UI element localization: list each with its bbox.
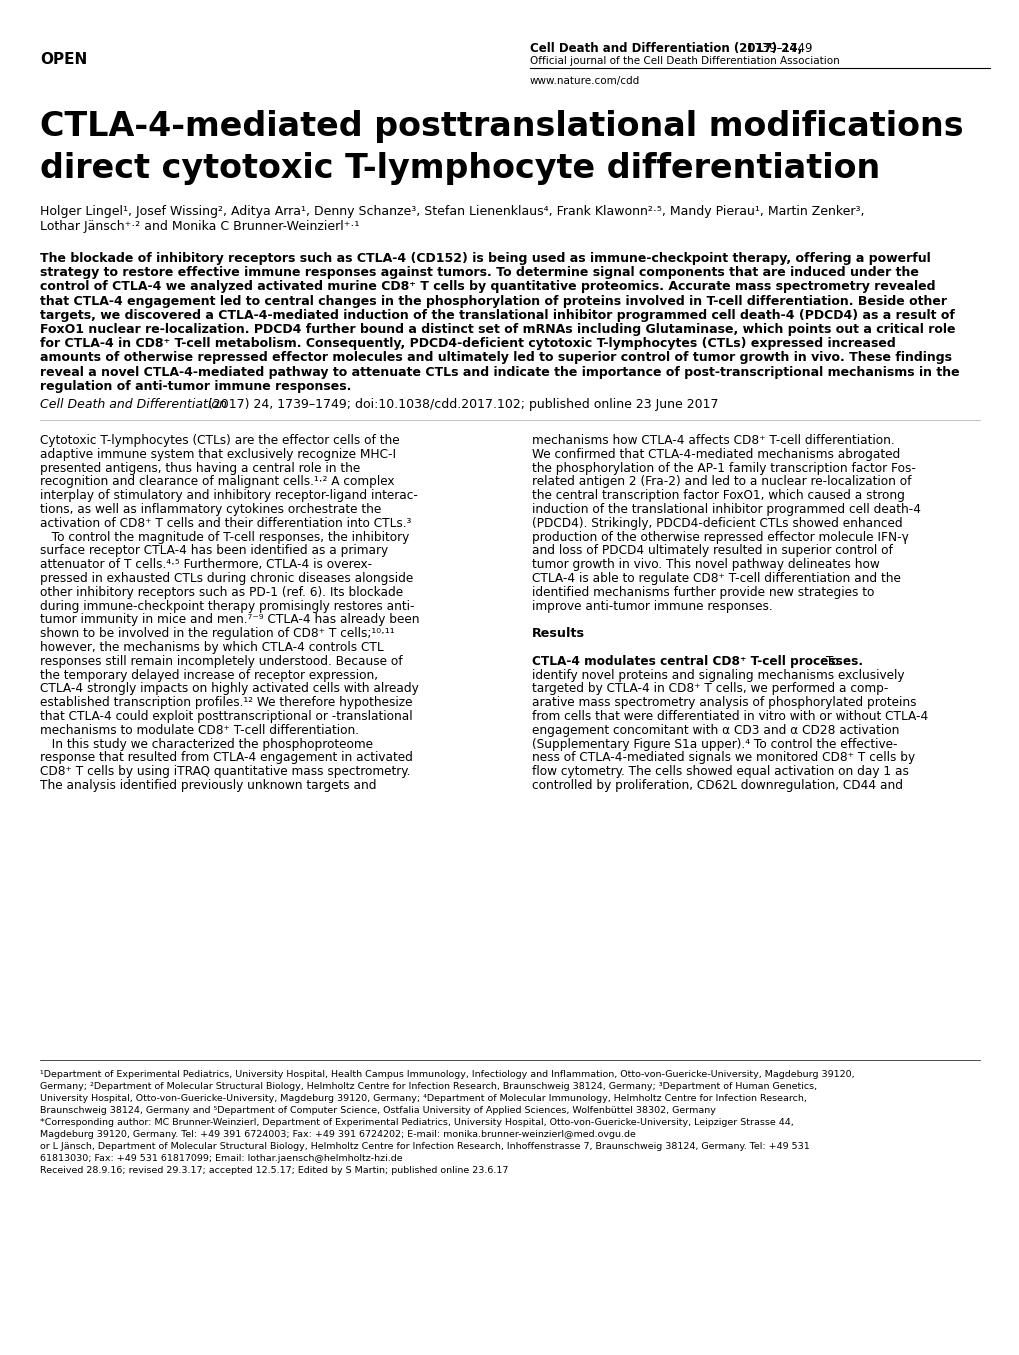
Text: the phosphorylation of the AP-1 family transcription factor Fos-: the phosphorylation of the AP-1 family t…: [532, 462, 915, 474]
Text: tions, as well as inflammatory cytokines orchestrate the: tions, as well as inflammatory cytokines…: [40, 503, 381, 516]
Text: In this study we characterized the phosphoproteome: In this study we characterized the phosp…: [40, 737, 373, 751]
Text: amounts of otherwise repressed effector molecules and ultimately led to superior: amounts of otherwise repressed effector …: [40, 351, 951, 364]
Text: Holger Lingel¹, Josef Wissing², Aditya Arra¹, Denny Schanze³, Stefan Lienenklaus: Holger Lingel¹, Josef Wissing², Aditya A…: [40, 205, 864, 218]
Text: CTLA-4-mediated posttranslational modifications: CTLA-4-mediated posttranslational modifi…: [40, 110, 963, 144]
Text: pressed in exhausted CTLs during chronic diseases alongside: pressed in exhausted CTLs during chronic…: [40, 572, 413, 585]
Text: Magdeburg 39120, Germany. Tel: +49 391 6724003; Fax: +49 391 6724202; E-mail: mo: Magdeburg 39120, Germany. Tel: +49 391 6…: [40, 1130, 635, 1140]
Text: arative mass spectrometry analysis of phosphorylated proteins: arative mass spectrometry analysis of ph…: [532, 696, 916, 709]
Text: induction of the translational inhibitor programmed cell death-4: induction of the translational inhibitor…: [532, 503, 920, 516]
Text: that CTLA-4 engagement led to central changes in the phosphorylation of proteins: that CTLA-4 engagement led to central ch…: [40, 294, 946, 308]
Text: Lothar Jänsch⁺‧² and Monika C Brunner-Weinzierl⁺‧¹: Lothar Jänsch⁺‧² and Monika C Brunner-We…: [40, 220, 359, 233]
Text: Results: Results: [532, 627, 585, 640]
Text: www.nature.com/cdd: www.nature.com/cdd: [530, 76, 640, 85]
Text: activation of CD8⁺ T cells and their differentiation into CTLs.³: activation of CD8⁺ T cells and their dif…: [40, 516, 411, 530]
Text: direct cytotoxic T-lymphocyte differentiation: direct cytotoxic T-lymphocyte differenti…: [40, 152, 879, 186]
Text: attenuator of T cells.⁴⋅⁵ Furthermore, CTLA-4 is overex-: attenuator of T cells.⁴⋅⁵ Furthermore, C…: [40, 558, 372, 572]
Text: responses still remain incompletely understood. Because of: responses still remain incompletely unde…: [40, 654, 403, 668]
Text: shown to be involved in the regulation of CD8⁺ T cells;¹⁰⋅¹¹: shown to be involved in the regulation o…: [40, 627, 394, 640]
Text: Cell Death and Differentiation: Cell Death and Differentiation: [40, 398, 226, 411]
Text: targeted by CTLA-4 in CD8⁺ T cells, we performed a comp-: targeted by CTLA-4 in CD8⁺ T cells, we p…: [532, 683, 888, 695]
Text: *Corresponding author: MC Brunner-Weinzierl, Department of Experimental Pediatri: *Corresponding author: MC Brunner-Weinzi…: [40, 1118, 793, 1127]
Text: production of the otherwise repressed effector molecule IFN-γ: production of the otherwise repressed ef…: [532, 531, 908, 543]
Text: Braunschweig 38124, Germany and ⁵Department of Computer Science, Ostfalia Univer: Braunschweig 38124, Germany and ⁵Departm…: [40, 1106, 715, 1115]
Text: Cell Death and Differentiation (2017) 24,: Cell Death and Differentiation (2017) 24…: [530, 42, 802, 56]
Text: mechanisms how CTLA-4 affects CD8⁺ T-cell differentiation.: mechanisms how CTLA-4 affects CD8⁺ T-cel…: [532, 434, 894, 447]
Text: 61813030; Fax: +49 531 61817099; Email: lothar.jaensch@helmholtz-hzi.de: 61813030; Fax: +49 531 61817099; Email: …: [40, 1154, 403, 1163]
Text: CTLA-4 is able to regulate CD8⁺ T-cell differentiation and the: CTLA-4 is able to regulate CD8⁺ T-cell d…: [532, 572, 900, 585]
Text: the temporary delayed increase of receptor expression,: the temporary delayed increase of recept…: [40, 668, 378, 682]
Text: The blockade of inhibitory receptors such as CTLA-4 (CD152) is being used as imm: The blockade of inhibitory receptors suc…: [40, 252, 930, 266]
Text: identify novel proteins and signaling mechanisms exclusively: identify novel proteins and signaling me…: [532, 668, 904, 682]
Text: that CTLA-4 could exploit posttranscriptional or -translational: that CTLA-4 could exploit posttranscript…: [40, 710, 413, 724]
Text: or L Jänsch, Department of Molecular Structural Biology, Helmholtz Centre for In: or L Jänsch, Department of Molecular Str…: [40, 1142, 809, 1150]
Text: ness of CTLA-4-mediated signals we monitored CD8⁺ T cells by: ness of CTLA-4-mediated signals we monit…: [532, 752, 914, 764]
Text: tumor growth in vivo. This novel pathway delineates how: tumor growth in vivo. This novel pathway…: [532, 558, 878, 572]
Text: (2017) 24, 1739–1749; doi:10.1038/cdd.2017.102; published online 23 June 2017: (2017) 24, 1739–1749; doi:10.1038/cdd.20…: [204, 398, 717, 411]
Text: for CTLA-4 in CD8⁺ T-cell metabolism. Consequently, PDCD4-deficient cytotoxic T-: for CTLA-4 in CD8⁺ T-cell metabolism. Co…: [40, 337, 895, 350]
Text: related antigen 2 (Fra-2) and led to a nuclear re-localization of: related antigen 2 (Fra-2) and led to a n…: [532, 476, 911, 488]
Text: mechanisms to modulate CD8⁺ T-cell differentiation.: mechanisms to modulate CD8⁺ T-cell diffe…: [40, 724, 359, 737]
Text: 1739–1749: 1739–1749: [742, 42, 812, 56]
Text: control of CTLA-4 we analyzed activated murine CD8⁺ T cells by quantitative prot: control of CTLA-4 we analyzed activated …: [40, 280, 934, 294]
Text: interplay of stimulatory and inhibitory receptor-ligand interac-: interplay of stimulatory and inhibitory …: [40, 489, 418, 503]
Text: surface receptor CTLA-4 has been identified as a primary: surface receptor CTLA-4 has been identif…: [40, 545, 388, 557]
Text: flow cytometry. The cells showed equal activation on day 1 as: flow cytometry. The cells showed equal a…: [532, 766, 908, 778]
Text: tumor immunity in mice and men.⁷⁻⁹ CTLA-4 has already been: tumor immunity in mice and men.⁷⁻⁹ CTLA-…: [40, 614, 419, 626]
Text: established transcription profiles.¹² We therefore hypothesize: established transcription profiles.¹² We…: [40, 696, 412, 709]
Text: FoxO1 nuclear re-localization. PDCD4 further bound a distinct set of mRNAs inclu: FoxO1 nuclear re-localization. PDCD4 fur…: [40, 322, 955, 336]
Text: Germany; ²Department of Molecular Structural Biology, Helmholtz Centre for Infec: Germany; ²Department of Molecular Struct…: [40, 1083, 816, 1091]
Text: from cells that were differentiated in vitro with or without CTLA-4: from cells that were differentiated in v…: [532, 710, 927, 724]
Text: reveal a novel CTLA-4-mediated pathway to attenuate CTLs and indicate the import: reveal a novel CTLA-4-mediated pathway t…: [40, 366, 959, 378]
Text: Official journal of the Cell Death Differentiation Association: Official journal of the Cell Death Diffe…: [530, 56, 839, 66]
Text: the central transcription factor FoxO1, which caused a strong: the central transcription factor FoxO1, …: [532, 489, 904, 503]
Text: during immune-checkpoint therapy promisingly restores anti-: during immune-checkpoint therapy promisi…: [40, 600, 414, 612]
Text: The analysis identified previously unknown targets and: The analysis identified previously unkno…: [40, 779, 376, 793]
Text: and loss of PDCD4 ultimately resulted in superior control of: and loss of PDCD4 ultimately resulted in…: [532, 545, 892, 557]
Text: regulation of anti-tumor immune responses.: regulation of anti-tumor immune response…: [40, 379, 351, 393]
Text: recognition and clearance of malignant cells.¹⋅² A complex: recognition and clearance of malignant c…: [40, 476, 394, 488]
Text: (Supplementary Figure S1a upper).⁴ To control the effective-: (Supplementary Figure S1a upper).⁴ To co…: [532, 737, 897, 751]
Text: identified mechanisms further provide new strategies to: identified mechanisms further provide ne…: [532, 585, 873, 599]
Text: Received 28.9.16; revised 29.3.17; accepted 12.5.17; Edited by S Martin; publish: Received 28.9.16; revised 29.3.17; accep…: [40, 1167, 507, 1175]
Text: ¹Department of Experimental Pediatrics, University Hospital, Health Campus Immun: ¹Department of Experimental Pediatrics, …: [40, 1070, 854, 1079]
Text: OPEN: OPEN: [40, 51, 88, 66]
Text: To: To: [821, 654, 838, 668]
Text: improve anti-tumor immune responses.: improve anti-tumor immune responses.: [532, 600, 771, 612]
Text: presented antigens, thus having a central role in the: presented antigens, thus having a centra…: [40, 462, 360, 474]
Text: targets, we discovered a CTLA-4-mediated induction of the translational inhibito: targets, we discovered a CTLA-4-mediated…: [40, 309, 954, 321]
Text: CTLA-4 strongly impacts on highly activated cells with already: CTLA-4 strongly impacts on highly activa…: [40, 683, 419, 695]
Text: controlled by proliferation, CD62L downregulation, CD44 and: controlled by proliferation, CD62L downr…: [532, 779, 902, 793]
Text: however, the mechanisms by which CTLA-4 controls CTL: however, the mechanisms by which CTLA-4 …: [40, 641, 383, 654]
Text: adaptive immune system that exclusively recognize MHC-I: adaptive immune system that exclusively …: [40, 447, 395, 461]
Text: CD8⁺ T cells by using iTRAQ quantitative mass spectrometry.: CD8⁺ T cells by using iTRAQ quantitative…: [40, 766, 410, 778]
Text: To control the magnitude of T-cell responses, the inhibitory: To control the magnitude of T-cell respo…: [40, 531, 409, 543]
Text: strategy to restore effective immune responses against tumors. To determine sign: strategy to restore effective immune res…: [40, 266, 918, 279]
Text: other inhibitory receptors such as PD-1 (ref. 6). Its blockade: other inhibitory receptors such as PD-1 …: [40, 585, 403, 599]
Text: We confirmed that CTLA-4-mediated mechanisms abrogated: We confirmed that CTLA-4-mediated mechan…: [532, 447, 900, 461]
Text: response that resulted from CTLA-4 engagement in activated: response that resulted from CTLA-4 engag…: [40, 752, 413, 764]
Text: CTLA-4 modulates central CD8⁺ T-cell processes.: CTLA-4 modulates central CD8⁺ T-cell pro…: [532, 654, 862, 668]
Text: (PDCD4). Strikingly, PDCD4-deficient CTLs showed enhanced: (PDCD4). Strikingly, PDCD4-deficient CTL…: [532, 516, 902, 530]
Text: University Hospital, Otto-von-Guericke-University, Magdeburg 39120, Germany; ⁴De: University Hospital, Otto-von-Guericke-U…: [40, 1093, 806, 1103]
Text: engagement concomitant with α CD3 and α CD28 activation: engagement concomitant with α CD3 and α …: [532, 724, 899, 737]
Text: Cytotoxic T-lymphocytes (CTLs) are the effector cells of the: Cytotoxic T-lymphocytes (CTLs) are the e…: [40, 434, 399, 447]
